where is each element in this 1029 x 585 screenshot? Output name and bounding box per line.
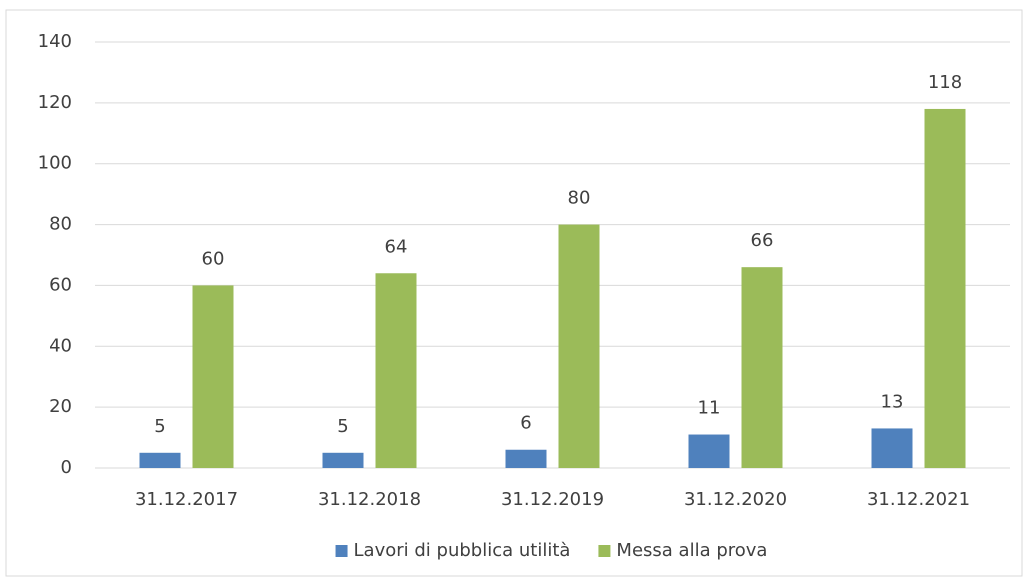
bar (322, 452, 364, 468)
x-tick-label: 31.12.2017 (135, 489, 238, 510)
x-tick-label: 31.12.2019 (501, 489, 604, 510)
data-label: 5 (337, 416, 348, 437)
bar (558, 224, 600, 468)
bar (741, 267, 783, 468)
data-label: 60 (202, 248, 225, 269)
y-tick-label: 100 (38, 153, 72, 174)
bar (192, 285, 234, 468)
y-tick-label: 120 (38, 92, 72, 113)
data-label: 80 (568, 188, 591, 209)
bar (505, 449, 547, 468)
data-label: 11 (698, 398, 721, 419)
data-label: 13 (881, 391, 904, 412)
bar (871, 428, 913, 468)
y-tick-label: 40 (49, 335, 72, 356)
bar (375, 273, 417, 468)
bar (924, 108, 966, 468)
legend-label: Lavori di pubblica utilità (354, 540, 571, 561)
x-tick-label: 31.12.2020 (684, 489, 787, 510)
chart-border (5, 9, 1023, 577)
legend-swatch (598, 545, 611, 557)
bar (688, 434, 730, 468)
y-tick-label: 60 (49, 274, 72, 295)
y-tick-label: 20 (49, 396, 72, 417)
data-label: 118 (928, 72, 962, 93)
bar (139, 452, 181, 468)
data-label: 66 (751, 230, 774, 251)
y-tick-label: 80 (49, 214, 72, 235)
x-tick-label: 31.12.2021 (867, 489, 970, 510)
legend-label: Messa alla prova (616, 540, 767, 561)
data-label: 64 (385, 236, 408, 257)
data-label: 6 (520, 413, 531, 434)
y-tick-label: 0 (61, 457, 72, 478)
y-tick-label: 140 (38, 31, 72, 52)
x-tick-label: 31.12.2018 (318, 489, 421, 510)
legend-swatch (335, 545, 348, 557)
data-label: 5 (154, 416, 165, 437)
